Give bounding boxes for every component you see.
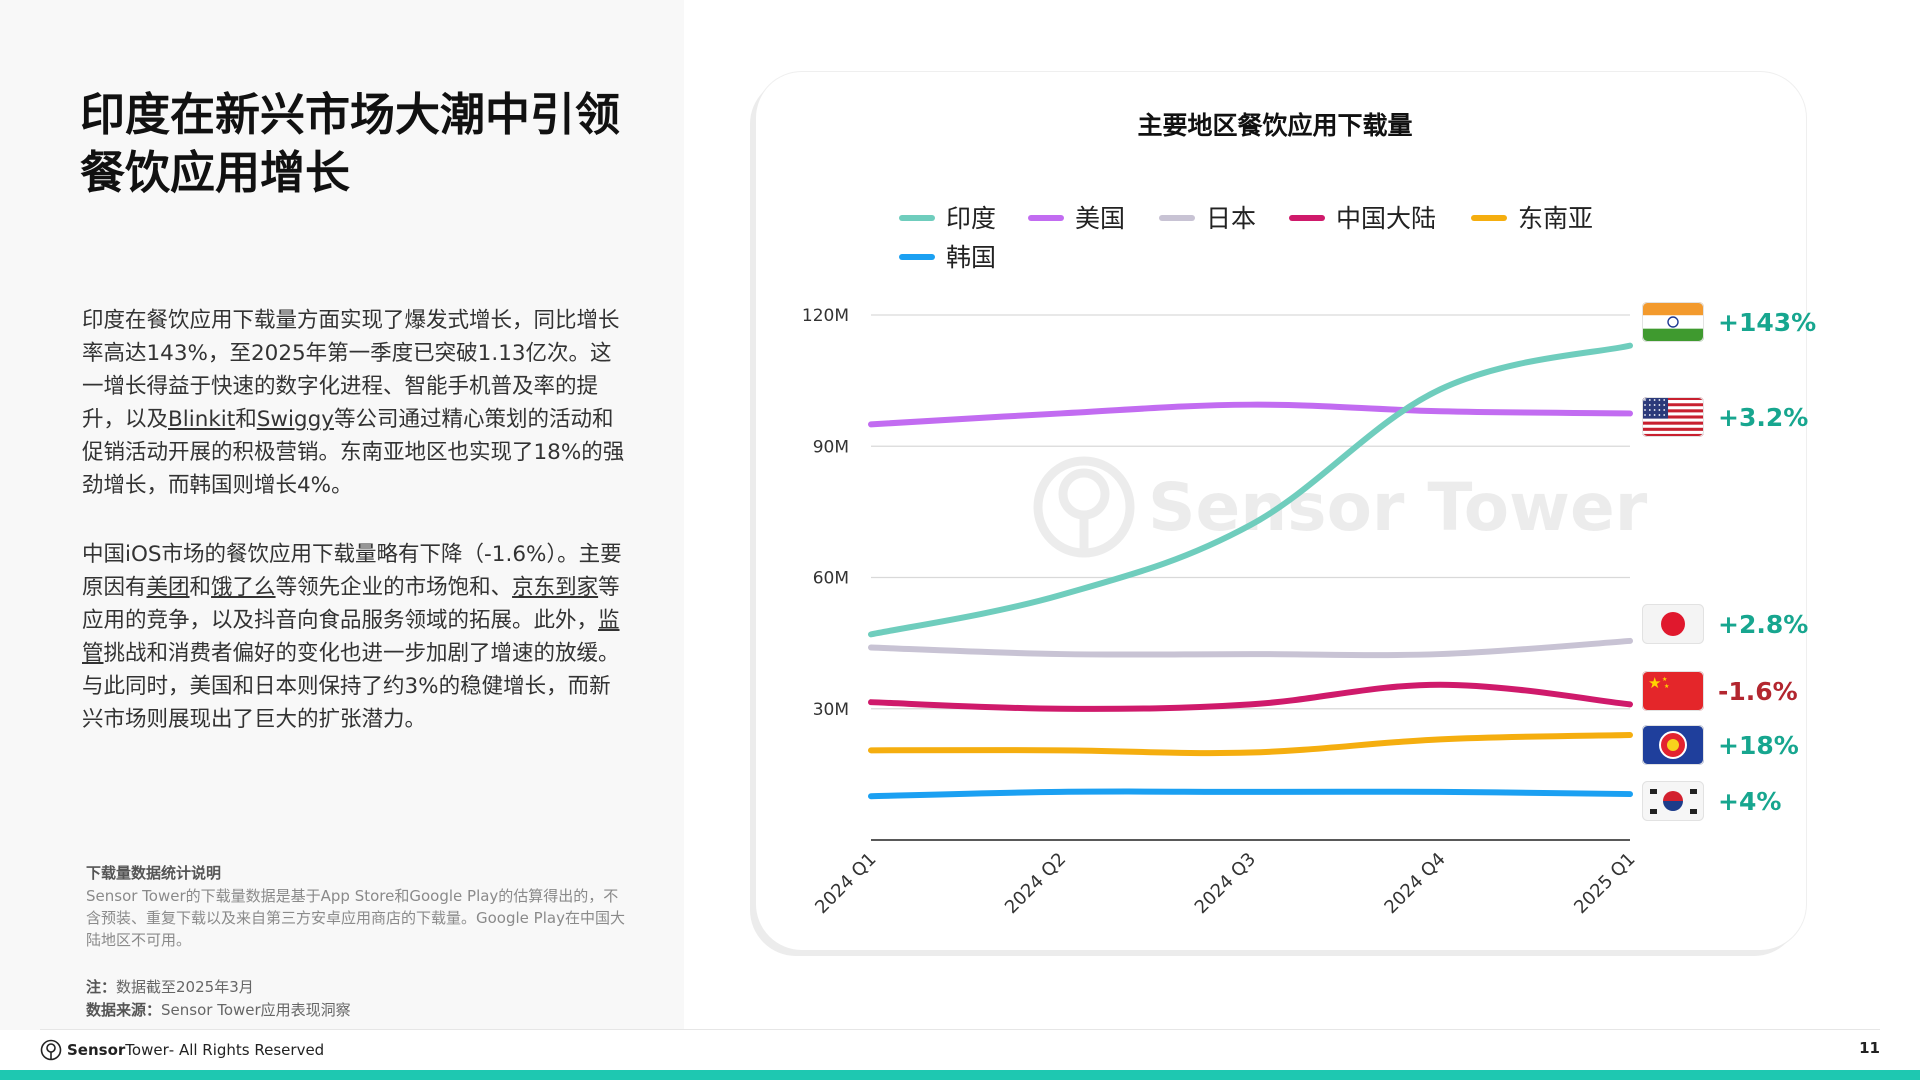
svg-text:★: ★	[1648, 674, 1661, 692]
paragraph-text: 中国iOS市场的餐饮应用下载量略有下降（-1.6%）。主要原因有	[82, 542, 622, 600]
y-tick-label: 60M	[813, 569, 849, 589]
footer: Sensor Tower - All Rights Reserved	[40, 1038, 324, 1062]
note-value: 数据截至2025年3月	[116, 978, 254, 996]
paragraph-text: 等应用的竞争，以及抖音向食品服务领域的拓展。此外，	[82, 575, 620, 633]
series-line	[868, 342, 1633, 638]
source-value: Sensor Tower应用表现洞察	[161, 1001, 351, 1019]
growth-label: +2.8%	[1718, 610, 1808, 639]
body-paragraph-1: 印度在餐饮应用下载量方面实现了爆发式增长，同比增长率高达143%，至2025年第…	[82, 304, 630, 502]
series-line	[868, 637, 1633, 659]
svg-text:★: ★	[1662, 676, 1667, 683]
series-line	[868, 788, 1633, 800]
bottom-accent-bar	[0, 1070, 1920, 1080]
korea-flag-icon	[1642, 781, 1704, 821]
linked-term[interactable]: 京东到家	[512, 575, 599, 600]
y-tick-label: 90M	[813, 437, 849, 457]
legend-label: 韩国	[946, 243, 996, 272]
growth-labels: +143% +3.2% +2.8% ★ ★★ -1.6% +18% +4%	[1642, 302, 1816, 821]
data-source-note: 数据来源：Sensor Tower应用表现洞察	[86, 999, 351, 1020]
paragraph-text: 等公司通过精心策划的活动和促销活动开展的积极营销。东南亚地区也实现了18%的强劲…	[82, 407, 625, 498]
watermark-text: Sensor Tower	[1148, 469, 1648, 546]
x-tick-label: 2024 Q1	[811, 849, 880, 918]
growth-label: +18%	[1718, 731, 1799, 760]
paragraph-text: 和	[235, 407, 257, 432]
usa-flag-icon	[1642, 397, 1704, 437]
x-tick-label: 2024 Q4	[1380, 849, 1449, 918]
left-panel	[0, 0, 684, 1030]
growth-label: +4%	[1718, 787, 1781, 816]
y-tick-label: 30M	[813, 700, 849, 720]
asean-flag-icon	[1642, 725, 1704, 765]
growth-label: +143%	[1718, 308, 1816, 337]
linked-term[interactable]: 美团	[146, 575, 190, 600]
paragraph-text: 挑战和消费者偏好的变化也进一步加剧了增速的放缓。与此同时，美国和日本则保持了约3…	[82, 641, 620, 732]
body-paragraph-2: 中国iOS市场的餐饮应用下载量略有下降（-1.6%）。主要原因有美团和饿了么等领…	[82, 538, 630, 736]
svg-text:★: ★	[1664, 683, 1669, 690]
footer-brand-tower: Tower	[125, 1041, 169, 1059]
footer-divider	[40, 1029, 1880, 1030]
x-tick-label: 2024 Q2	[1001, 849, 1070, 918]
note-title: 下载量数据统计说明	[86, 864, 222, 882]
data-date-note: 注：数据截至2025年3月	[86, 976, 254, 997]
x-axis-ticks: 2024 Q1 2024 Q2 2024 Q3 2024 Q4 2025 Q1	[811, 849, 1639, 918]
source-label: 数据来源：	[86, 1001, 162, 1019]
chart-title: 主要地区餐饮应用下载量	[1137, 111, 1412, 140]
paragraph-text: 等领先企业的市场饱和、	[275, 575, 513, 600]
legend-label: 印度	[946, 204, 996, 233]
china-flag-icon: ★ ★★	[1642, 671, 1704, 711]
linked-term[interactable]: 监管	[82, 608, 620, 666]
sensor-tower-logo-icon	[40, 1039, 62, 1061]
note-label: 注：	[86, 978, 117, 996]
legend-label: 中国大陆	[1336, 204, 1436, 233]
note-body: Sensor Tower的下载量数据是基于App Store和Google Pl…	[86, 887, 625, 949]
series-line	[868, 681, 1633, 712]
growth-label: -1.6%	[1718, 677, 1798, 706]
footer-rights: - All Rights Reserved	[168, 1041, 325, 1059]
y-tick-label: 120M	[802, 306, 849, 326]
sensor-tower-watermark: Sensor Tower	[1033, 456, 1648, 558]
legend-label: 东南亚	[1518, 204, 1593, 233]
linked-term[interactable]: Swiggy	[256, 407, 334, 432]
chart-gridlines	[871, 314, 1630, 841]
linked-term[interactable]: Blinkit	[168, 407, 236, 432]
legend-label: 美国	[1075, 204, 1125, 233]
paragraph-text: 印度在餐饮应用下载量方面实现了爆发式增长，同比增长率高达143%，至2025年第…	[82, 308, 620, 432]
paragraph-text: 和	[189, 575, 212, 600]
japan-flag-icon	[1642, 604, 1704, 644]
linked-term[interactable]: 饿了么	[211, 575, 276, 600]
chart-series	[868, 342, 1633, 800]
series-line	[868, 732, 1633, 757]
y-axis-ticks: 120M 90M 60M 30M	[802, 306, 849, 720]
india-flag-icon	[1642, 302, 1704, 342]
series-line	[868, 401, 1633, 428]
x-tick-label: 2024 Q3	[1191, 849, 1260, 918]
x-tick-label: 2025 Q1	[1570, 849, 1639, 918]
page-title: 印度在新兴市场大潮中引领餐饮应用增长	[80, 88, 621, 199]
footer-brand-sensor: Sensor	[67, 1041, 126, 1059]
page-number: 11	[1859, 1039, 1880, 1057]
growth-label: +3.2%	[1718, 403, 1808, 432]
legend-label: 日本	[1206, 204, 1256, 233]
